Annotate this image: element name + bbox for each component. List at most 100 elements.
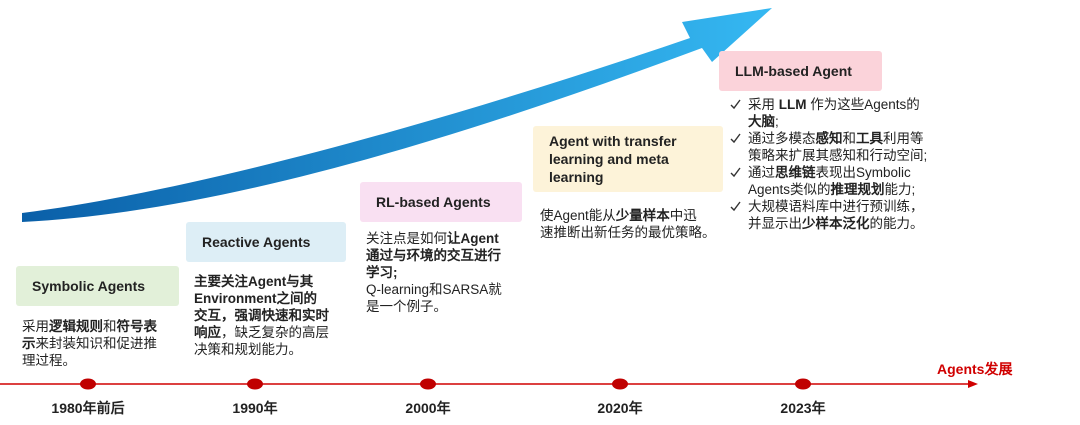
bold-text: 响应 [194, 325, 221, 340]
text-line: 主要关注Agent与其 [194, 273, 329, 290]
text: 和 [103, 319, 117, 334]
card-title-box: Agent with transfer learning and meta lear… [533, 126, 723, 192]
text: 是一个例子。 [366, 299, 447, 314]
text: 理过程。 [22, 353, 76, 368]
bold-text: 学习; [366, 265, 398, 280]
text: 利用等 [883, 131, 924, 146]
text-line: 采用 LLM 作为这些Agents的 [748, 96, 927, 113]
card-title: RL-based Agents [376, 194, 491, 210]
check-item: 通过多模态感知和工具利用等 策略来扩展其感知和行动空间; [730, 130, 927, 164]
bold-text: 大脑 [748, 114, 775, 129]
text: 表现出Symbolic [815, 165, 911, 180]
timeline-label: Agents发展 [937, 361, 1013, 377]
text: ; [775, 114, 779, 129]
year-label: 1990年 [232, 400, 278, 416]
card-title: LLM-based Agent [735, 63, 852, 79]
text: 采用 [748, 97, 779, 112]
card-title: Symbolic Agents [32, 278, 146, 294]
year-label: 2000年 [405, 400, 451, 416]
text: 来封装知识和促进推 [35, 336, 158, 351]
bold-text: 交互，强调快速和实时 [194, 308, 329, 323]
text-line: Agents类似的推理规划能力; [748, 181, 927, 198]
text: 使Agent能从 [540, 208, 616, 223]
year-label: 2023年 [780, 400, 826, 416]
bold-text: 通过与环境的交互进行 [366, 248, 501, 263]
text: 能力; [884, 182, 916, 197]
bold-text: 推理规划 [830, 182, 885, 197]
bold-text: 少量样本 [615, 208, 670, 223]
timeline-dot [795, 378, 811, 390]
card-title-box: Reactive Agents [186, 222, 346, 262]
text: 作为这些Agents的 [806, 97, 920, 112]
card-description: 主要关注Agent与其 Environment之间的 交互，强调快速和实时 响应，缺乏… [194, 273, 329, 358]
timeline-dot [247, 378, 263, 390]
bold-text: 工具 [856, 131, 883, 146]
bold-text: 少样本泛化 [802, 216, 870, 231]
bold-text: 主要关注Agent与其 [194, 274, 314, 289]
card-title-box: Symbolic Agents [16, 266, 179, 306]
text-line: 速推断出新任务的最优策略。 [540, 224, 716, 241]
timeline-dot [80, 378, 96, 390]
card-title-box: RL-based Agents [360, 182, 522, 222]
text-line: 策略来扩展其感知和行动空间; [748, 147, 927, 164]
check-icon [730, 167, 741, 178]
text-line: 大脑; [748, 113, 927, 130]
text-line: Environment之间的 [194, 290, 329, 307]
card-description: 关注点是如何让Agent 通过与环境的交互进行 学习; Q-learning和SARS… [366, 230, 502, 315]
text-line: 通过思维链表现出Symbolic [748, 164, 927, 181]
text: 和 [842, 131, 857, 146]
timeline-dot [420, 378, 436, 390]
text-line: 通过与环境的交互进行 [366, 247, 502, 264]
bold-text: 思维链 [775, 165, 816, 180]
text-line: 响应，缺乏复杂的高层 [194, 324, 329, 341]
text: 速推断出新任务的最优策略。 [540, 225, 716, 240]
text-line: 关注点是如何让Agent [366, 230, 502, 247]
text: 并显示出 [748, 216, 802, 231]
text: 关注点是如何 [366, 231, 447, 246]
bold-text: LLM [778, 97, 807, 112]
text-line: 通过多模态感知和工具利用等 [748, 130, 927, 147]
year-label: 2020年 [597, 400, 643, 416]
text: 决策和规划能力。 [194, 342, 302, 357]
card-title: Reactive Agents [202, 234, 311, 250]
card-description: 采用 LLM 作为这些Agents的 大脑; 通过多模态感知和工具利用等 策略来扩展其… [730, 96, 927, 232]
text: Q-learning和SARSA就 [366, 282, 502, 297]
text-line: 并显示出少样本泛化的能力。 [748, 215, 927, 232]
text: 策略来扩展其感知和行动空间; [748, 148, 928, 163]
bold-text: 逻辑规则 [49, 319, 103, 334]
growth-arrow [22, 8, 772, 222]
text: 通过 [748, 165, 775, 180]
bold-text: 示 [22, 336, 36, 351]
text-line: 理过程。 [22, 352, 157, 369]
text-line: 决策和规划能力。 [194, 341, 329, 358]
text: 通过多模态 [748, 131, 816, 146]
check-icon [730, 201, 741, 212]
card-title: learning and meta [549, 151, 669, 167]
check-item: 采用 LLM 作为这些Agents的 大脑; [730, 96, 927, 130]
text: 采用 [22, 319, 49, 334]
text: Agents类似的 [748, 182, 831, 197]
text-line: 大规模语料库中进行预训练， [748, 198, 927, 215]
text-line: 是一个例子。 [366, 298, 502, 315]
card-title: learning [549, 169, 604, 185]
text-line: 使Agent能从少量样本中迅 [540, 207, 716, 224]
bold-text: 符号表 [116, 319, 158, 334]
check-icon [730, 133, 741, 144]
card-title: Agent with transfer [549, 133, 677, 149]
check-item: 大规模语料库中进行预训练， 并显示出少样本泛化的能力。 [730, 198, 927, 232]
text-line: 采用逻辑规则和符号表 [22, 318, 157, 335]
text-line: 学习; [366, 264, 502, 281]
text: ，缺乏复杂的高层 [221, 325, 329, 340]
bold-text: 感知 [815, 131, 843, 146]
text: 中迅 [669, 208, 697, 223]
text: 的能力。 [869, 216, 924, 231]
timeline-arrowhead [968, 380, 978, 388]
year-label: 1980年前后 [51, 400, 125, 416]
text-line: Q-learning和SARSA就 [366, 281, 502, 298]
check-icon [730, 99, 741, 110]
text: 大规模语料库中进行预训练， [748, 199, 924, 214]
card-description: 采用逻辑规则和符号表 示来封装知识和促进推 理过程。 [22, 318, 157, 369]
check-item: 通过思维链表现出Symbolic Agents类似的推理规划能力; [730, 164, 927, 198]
